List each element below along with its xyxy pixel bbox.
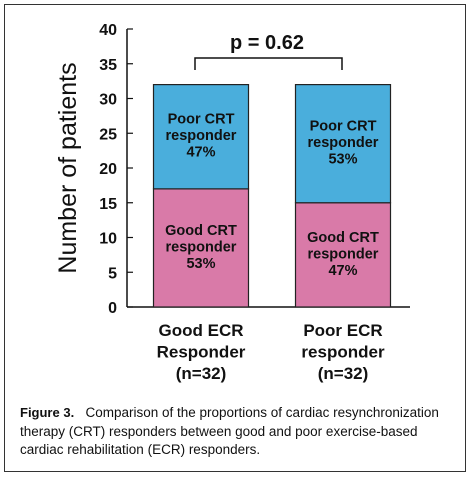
x-category-label: (n=32) — [176, 364, 227, 383]
y-tick-label: 25 — [99, 126, 117, 143]
segment-label: Good CRT — [165, 223, 237, 239]
segment-label: responder — [308, 246, 379, 262]
bar-segment — [152, 83, 250, 190]
significance-bracket — [194, 57, 343, 70]
bar-segment — [152, 188, 250, 308]
x-category-label: responder — [301, 343, 385, 362]
y-tick-label: 15 — [99, 196, 117, 213]
segment-label: 53% — [186, 256, 215, 272]
y-tick-label: 40 — [99, 22, 117, 39]
caption-label: Figure 3. — [20, 405, 75, 420]
segment-label: 53% — [328, 152, 357, 168]
caption-text: Comparison of the proportions of cardiac… — [20, 405, 439, 457]
segment-label: Good CRT — [307, 230, 379, 246]
x-category-label: Poor ECR — [303, 321, 382, 340]
x-category-label: Responder — [157, 343, 246, 362]
x-category-label: Good ECR — [159, 321, 244, 340]
segment-label: responder — [166, 239, 237, 255]
y-axis-label: Number of patients — [54, 62, 82, 273]
segment-label: responder — [308, 135, 379, 151]
segment-label: Poor CRT — [168, 112, 235, 128]
segment-label: 47% — [186, 145, 215, 161]
figure-caption: Figure 3. Comparison of the proportions … — [20, 404, 452, 460]
segment-label: 47% — [328, 263, 357, 279]
y-tick-label: 35 — [99, 57, 117, 74]
bar-segment — [294, 83, 392, 204]
y-tick-label: 5 — [108, 265, 117, 282]
x-category-label: (n=32) — [318, 364, 369, 383]
y-tick-label: 10 — [99, 231, 117, 248]
y-tick-label: 30 — [99, 92, 117, 109]
p-value-annotation: p = 0.62 — [230, 32, 304, 54]
bracket-line — [194, 57, 343, 70]
segment-label: Poor CRT — [310, 119, 377, 135]
chart-bars — [152, 83, 392, 308]
y-tick-label: 20 — [99, 161, 117, 178]
segment-label: responder — [166, 128, 237, 144]
bar-segment — [294, 202, 392, 308]
y-tick-label: 0 — [108, 300, 117, 317]
